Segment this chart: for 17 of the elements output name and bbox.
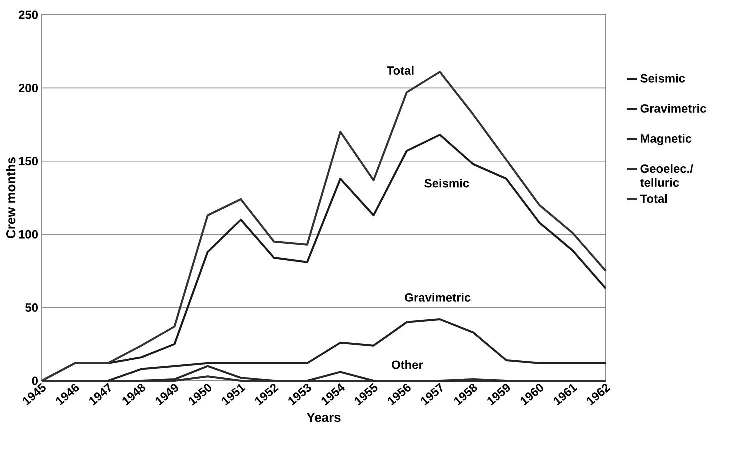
legend-label: Gravimetric <box>640 104 706 113</box>
y-tick-label: 150 <box>19 157 38 166</box>
y-tick-label: 100 <box>19 230 38 239</box>
legend-label: Geoelec./ telluric <box>640 164 694 188</box>
legend-label: Seismic <box>640 74 686 83</box>
legend-label: Total <box>640 194 668 204</box>
y-tick-label: 250 <box>18 10 38 20</box>
annotation: Seismic <box>424 178 470 188</box>
y-tick-label: 50 <box>26 304 38 312</box>
y-tick-label: 0 <box>32 376 38 386</box>
y-axis-title: Crew months <box>6 158 16 238</box>
annotation: Total <box>387 66 414 75</box>
legend-label: Magnetic <box>641 134 692 146</box>
annotation: Gravimetric <box>405 293 471 302</box>
x-axis-title: Years <box>306 413 341 422</box>
annotation: Other <box>392 360 424 370</box>
y-tick-label: 200 <box>18 84 38 92</box>
